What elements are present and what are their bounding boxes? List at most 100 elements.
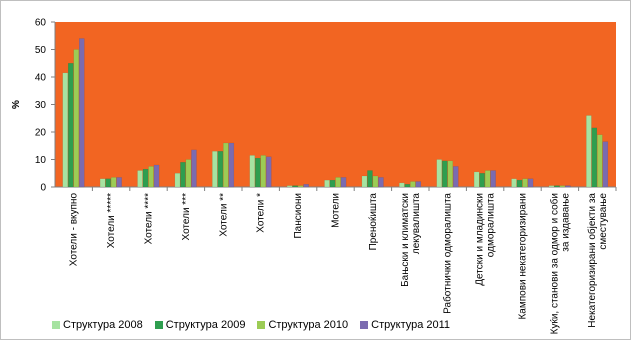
bar [372, 175, 379, 188]
x-tick-label-line: Некатегоризирани објекти за [586, 193, 598, 328]
bar [479, 173, 485, 188]
bar [67, 63, 74, 188]
x-tick-label: Преноќишта [368, 193, 379, 251]
bar [378, 177, 384, 188]
bar [324, 179, 330, 188]
x-tick-label-line: Кампови некатегоризирани [518, 193, 529, 320]
x-tick-label: Хотели ** [218, 193, 229, 237]
bar [78, 38, 85, 188]
bar [586, 115, 592, 188]
x-tick-label-line: одморалишта [486, 193, 497, 258]
legend-swatch [360, 321, 369, 329]
bar [442, 160, 448, 188]
bar [367, 170, 373, 188]
legend-item: Структура 2010 [257, 319, 348, 331]
x-tick-label: Хотели *** [181, 193, 192, 241]
bar [516, 179, 523, 188]
x-tick-label-line: за издавање [560, 193, 571, 252]
bar [142, 168, 149, 188]
x-tick-label: Пансиони [293, 193, 304, 239]
bar [105, 178, 111, 188]
x-tick-label-line: Преноќишта [368, 193, 379, 251]
bar [527, 178, 534, 188]
legend-item: Структура 2011 [360, 319, 450, 331]
legend: Структура 2008 Структура 2009 Структура 20… [52, 319, 450, 331]
bar [185, 159, 192, 188]
bar [266, 156, 272, 188]
bar [415, 181, 422, 188]
y-axis-label: % [11, 100, 22, 109]
bar [410, 181, 416, 188]
bar [490, 170, 496, 188]
y-tick-label: 20 [35, 128, 47, 139]
x-tick-label-line: Работнички одморалишта [442, 193, 454, 314]
bar [361, 175, 368, 188]
bar [148, 166, 154, 188]
bar [212, 151, 218, 188]
x-tick-label-line: Хотели ** [218, 193, 229, 237]
bar [292, 185, 298, 188]
bar [522, 178, 528, 188]
x-tick-label-line: Бањски и климатски [400, 193, 411, 287]
bar [511, 178, 517, 188]
bar [473, 171, 480, 188]
bar [565, 185, 571, 188]
bar [99, 178, 106, 188]
x-tick-label-line: Хотели - вкупно [69, 193, 80, 267]
bar [73, 49, 79, 188]
bar [174, 173, 181, 188]
legend-swatch [52, 321, 60, 329]
bar [191, 149, 197, 188]
bar [153, 164, 160, 188]
bar [559, 185, 566, 188]
x-tick-label: Хотели * [256, 193, 267, 233]
bar [591, 127, 598, 188]
x-tick-label: Куќи, станови за одмор и собиза издавање [548, 193, 571, 335]
bar [484, 170, 491, 188]
x-tick-label-line: лекувалишта [411, 193, 422, 255]
x-tick-label-line: Куќи, станови за одмор и соби [548, 193, 560, 334]
legend-label: Структура 2010 [268, 319, 349, 331]
bar [335, 177, 341, 188]
legend-item: Структура 2008 [52, 319, 143, 331]
bar [110, 177, 117, 188]
bar [340, 177, 347, 188]
x-tick-label-line: Детски и младински [475, 193, 486, 286]
bar [602, 141, 609, 188]
bar [180, 162, 186, 188]
x-tick-label-line: Хотели *** [181, 193, 192, 241]
bar [223, 142, 229, 188]
y-tick-label: 50 [35, 45, 47, 56]
y-tick-label: 10 [35, 155, 47, 166]
bar [137, 170, 143, 188]
bar [436, 159, 443, 188]
bar [303, 184, 309, 188]
x-tick-label: Мотели [331, 193, 342, 228]
legend-swatch [154, 321, 163, 329]
bar [297, 185, 304, 188]
bar [254, 157, 261, 188]
y-tick-label: 60 [35, 18, 47, 29]
bar [286, 185, 293, 188]
legend-label: Структура 2008 [63, 319, 143, 331]
plot-area [55, 22, 616, 187]
x-tick-label-line: Пансиони [293, 193, 304, 239]
bar [554, 185, 560, 188]
bar [260, 155, 267, 188]
bar [329, 179, 336, 188]
bar [228, 142, 235, 188]
x-tick-label-line: Мотели [331, 193, 342, 228]
x-tick-label: Работнички одморалишта [442, 193, 454, 314]
y-tick-label: 30 [35, 100, 47, 111]
x-tick-label: Хотели **** [144, 193, 155, 244]
x-tick-label-line: Хотели * [256, 193, 267, 233]
bar [62, 72, 69, 188]
legend-swatch [257, 321, 266, 329]
x-tick-label-line: Хотели **** [144, 193, 155, 244]
x-tick-label: Хотели ***** [106, 193, 117, 248]
y-tick-label: 0 [40, 183, 46, 194]
bar [404, 184, 411, 188]
legend-label: Структура 2011 [371, 319, 451, 331]
bar [447, 160, 454, 188]
bar [548, 185, 555, 188]
